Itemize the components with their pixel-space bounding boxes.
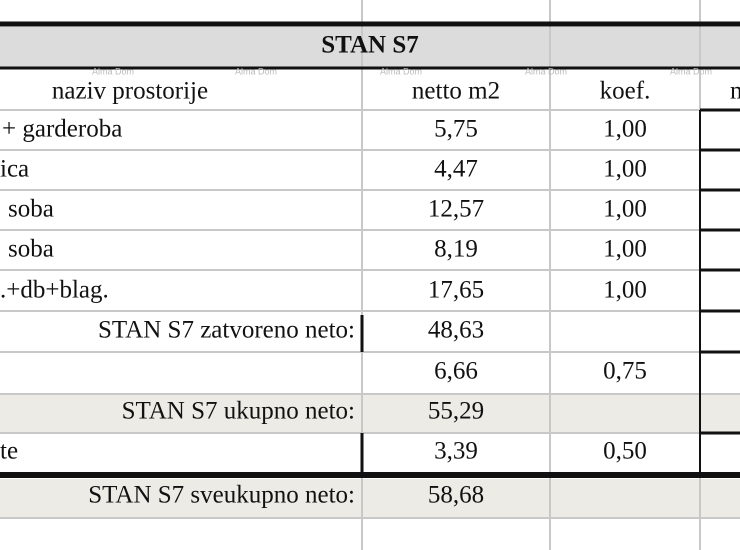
- watermark: Alma Dom: [670, 66, 712, 76]
- koef: 1,00: [603, 277, 647, 304]
- netto: 17,65: [428, 277, 484, 304]
- header: m: [730, 78, 740, 105]
- borders: [0, 21, 740, 478]
- watermark: Alma Dom: [235, 66, 277, 76]
- koef: 0,75: [603, 358, 647, 385]
- netto: 12,57: [428, 196, 484, 223]
- koef: 0,50: [603, 438, 647, 465]
- title-band: [0, 27, 740, 67]
- netto: 3,39: [434, 438, 478, 465]
- title: STAN S7: [321, 32, 419, 59]
- koef: 1,00: [603, 116, 647, 143]
- sum-label: STAN S7 sveukupno neto:: [88, 482, 355, 509]
- koef: 1,00: [603, 156, 647, 183]
- koef: 1,00: [603, 196, 647, 223]
- header: netto m2: [412, 78, 500, 105]
- header: naziv prostorije: [52, 78, 208, 105]
- watermark: Alma Dom: [380, 66, 422, 76]
- room-name: te: [0, 438, 18, 465]
- rows: + garderoba 5,75 1,00 ica 4,47 1,00 soba 12,57 1…: [0, 116, 647, 509]
- netto: 55,29: [428, 398, 484, 425]
- room-name: + garderoba: [2, 116, 122, 143]
- watermark: Alma Dom: [525, 66, 567, 76]
- sum-label: STAN S7 zatvoreno neto:: [98, 317, 355, 344]
- room-name: ica: [0, 156, 29, 183]
- header: koef.: [600, 78, 651, 105]
- koef: 1,00: [603, 236, 647, 263]
- watermark: Alma Dom: [92, 66, 134, 76]
- netto: 4,47: [434, 156, 478, 183]
- netto: 8,19: [434, 236, 478, 263]
- room-name: soba: [8, 196, 54, 223]
- total-band: [0, 479, 740, 518]
- netto: 6,66: [434, 358, 478, 385]
- room-name: soba: [8, 236, 54, 263]
- sum-label: STAN S7 ukupno neto:: [122, 398, 355, 425]
- subtotal-band: [0, 395, 740, 433]
- netto: 58,68: [428, 482, 484, 509]
- netto: 5,75: [434, 116, 478, 143]
- netto: 48,63: [428, 317, 484, 344]
- room-name: .+db+blag.: [0, 277, 109, 304]
